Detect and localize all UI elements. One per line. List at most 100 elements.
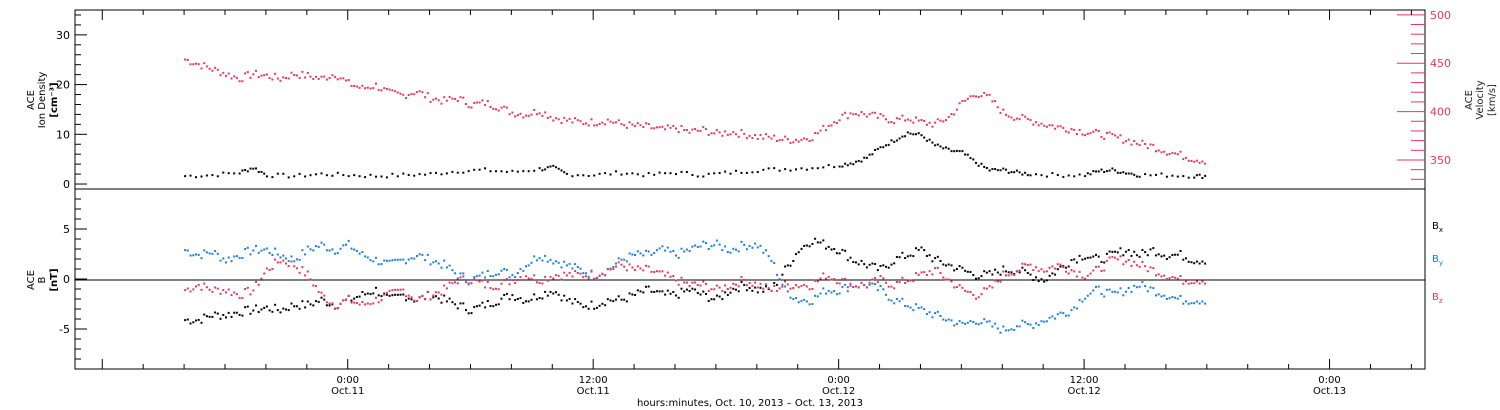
- velocity-point: [988, 93, 991, 96]
- by-point: [969, 320, 972, 322]
- by-point: [994, 322, 997, 325]
- bx-point: [298, 307, 301, 310]
- bz-point: [977, 296, 980, 299]
- bx-point: [715, 294, 718, 297]
- bz-point: [519, 276, 522, 279]
- bz-point: [628, 263, 631, 266]
- by-point: [666, 246, 669, 249]
- bz-point: [1024, 263, 1027, 266]
- bz-point: [380, 299, 383, 302]
- by-point: [533, 255, 536, 258]
- bx-point: [904, 257, 907, 259]
- velocity-point: [1073, 128, 1076, 131]
- bz-point: [208, 288, 211, 291]
- velocity-point: [814, 132, 817, 134]
- velocity-point: [225, 74, 227, 77]
- bx-point: [958, 265, 961, 268]
- bz-point: [1114, 256, 1117, 259]
- date-tick-label: Oct.12: [822, 386, 855, 397]
- velocity-point: [500, 106, 503, 109]
- by-point: [1204, 302, 1207, 305]
- velocity-point: [306, 71, 309, 74]
- by-point: [664, 249, 667, 252]
- velocity-point: [1190, 160, 1193, 162]
- bz-point: [816, 280, 819, 283]
- bx-point: [961, 266, 964, 269]
- velocity-point: [495, 108, 497, 111]
- bx-point: [1032, 279, 1035, 281]
- bx-point: [216, 312, 219, 315]
- bx-point: [805, 244, 808, 247]
- density-point: [271, 176, 274, 179]
- bx-point: [282, 307, 285, 310]
- by-point: [699, 245, 702, 248]
- density-point: [1062, 175, 1065, 178]
- bx-point: [1168, 256, 1171, 259]
- bx-point: [645, 285, 647, 288]
- by-point: [653, 252, 656, 254]
- density-point: [718, 172, 721, 174]
- by-point: [844, 283, 847, 286]
- velocity-point: [860, 111, 863, 113]
- density-point: [369, 173, 372, 176]
- velocity-point: [745, 137, 748, 140]
- density-point: [1045, 175, 1048, 178]
- velocity-point: [241, 80, 244, 83]
- density-point: [587, 175, 590, 177]
- bx-point: [325, 304, 328, 307]
- bz-point: [320, 291, 323, 294]
- bx-point: [762, 290, 765, 293]
- by-point: [770, 259, 773, 262]
- by-point: [437, 262, 440, 265]
- bx-point: [304, 306, 307, 309]
- by-point: [623, 258, 626, 261]
- density-point: [751, 171, 754, 174]
- bx-point: [925, 255, 928, 257]
- bz-point: [440, 293, 443, 296]
- bz-point: [874, 277, 877, 279]
- density-point: [805, 168, 808, 171]
- velocity-point: [748, 134, 751, 137]
- density-point: [1013, 171, 1016, 174]
- by-point: [800, 299, 803, 302]
- bx-point: [650, 290, 653, 293]
- bx-point: [677, 296, 680, 299]
- bx-point: [669, 292, 672, 295]
- density-tick-label: 10: [56, 128, 70, 141]
- by-point: [205, 251, 208, 254]
- density-point: [576, 174, 579, 177]
- density-point: [800, 167, 803, 170]
- bx-point: [309, 303, 312, 306]
- velocity-point: [751, 137, 754, 140]
- velocity-point: [276, 77, 279, 80]
- velocity-point: [1204, 162, 1207, 165]
- by-point: [975, 322, 977, 325]
- bx-point: [865, 266, 868, 269]
- bx-point: [1157, 253, 1160, 256]
- by-point: [241, 257, 244, 259]
- velocity-point: [219, 74, 222, 77]
- by-point: [1149, 286, 1152, 289]
- field-title-line2: B: [37, 276, 48, 283]
- density-point: [985, 167, 988, 169]
- bz-point: [486, 281, 489, 283]
- by-point: [1168, 297, 1171, 300]
- velocity-point: [355, 85, 358, 88]
- velocity-point: [792, 141, 795, 144]
- bx-point: [443, 294, 446, 297]
- density-point: [1084, 175, 1087, 178]
- velocity-point: [525, 114, 527, 117]
- by-point: [1051, 315, 1054, 318]
- density-point: [991, 168, 994, 171]
- by-point: [849, 284, 852, 287]
- by-point: [672, 250, 675, 252]
- field-title-line1: ACE: [26, 270, 37, 290]
- bz-point: [683, 281, 686, 284]
- velocity-point: [778, 139, 781, 142]
- bx-point: [822, 239, 825, 242]
- velocity-point: [1095, 128, 1097, 131]
- by-point: [574, 263, 577, 266]
- density-point: [887, 143, 890, 146]
- density-point: [298, 172, 301, 175]
- bx-point: [369, 293, 372, 296]
